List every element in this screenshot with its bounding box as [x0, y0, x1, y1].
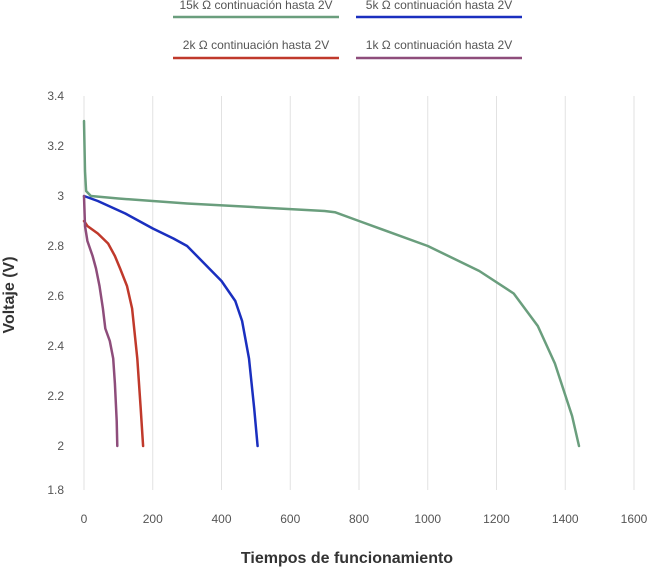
- x-tick-label: 800: [349, 512, 369, 526]
- y-tick-label: 1.8: [47, 483, 64, 497]
- x-tick-label: 1400: [552, 512, 579, 526]
- y-tick-label: 2.2: [47, 389, 64, 403]
- x-axis-title: Tiempos de funcionamiento: [241, 550, 453, 567]
- series-lines: [82, 119, 581, 448]
- legend-label: 5k Ω continuación hasta 2V: [366, 0, 512, 12]
- series-line: [82, 119, 581, 448]
- x-tick-label: 0: [81, 512, 88, 526]
- series-line: [82, 219, 145, 448]
- x-tick-label: 200: [143, 512, 163, 526]
- y-tick-label: 2.8: [47, 239, 64, 253]
- legend: 15k Ω continuación hasta 2V 5k Ω continua…: [173, 0, 522, 60]
- y-tick-label: 2: [57, 439, 64, 453]
- y-tick-label: 2.6: [47, 289, 64, 303]
- legend-label: 15k Ω continuación hasta 2V: [179, 0, 332, 12]
- series-line: [82, 194, 119, 448]
- x-tick-label: 1600: [621, 512, 648, 526]
- x-tick-label: 600: [280, 512, 300, 526]
- x-tick-label: 400: [211, 512, 231, 526]
- x-tick-label: 1000: [414, 512, 441, 526]
- series-line: [82, 194, 259, 448]
- x-tick-label: 1200: [483, 512, 510, 526]
- grid: [83, 96, 635, 490]
- y-axis-title: Voltaje (V): [1, 256, 18, 333]
- y-tick-label: 3.4: [47, 89, 64, 103]
- x-axis-ticks: 0 200 400 600 800 1000 1200 1400 1600: [81, 512, 648, 526]
- y-axis-ticks: 1.8 2 2.2 2.4 2.6 2.8 3 3.2 3.4: [47, 89, 64, 497]
- y-tick-label: 3.2: [47, 139, 64, 153]
- legend-label: 2k Ω continuación hasta 2V: [183, 38, 329, 52]
- y-tick-label: 2.4: [47, 339, 64, 353]
- y-tick-label: 3: [57, 189, 64, 203]
- legend-label: 1k Ω continuación hasta 2V: [366, 38, 512, 52]
